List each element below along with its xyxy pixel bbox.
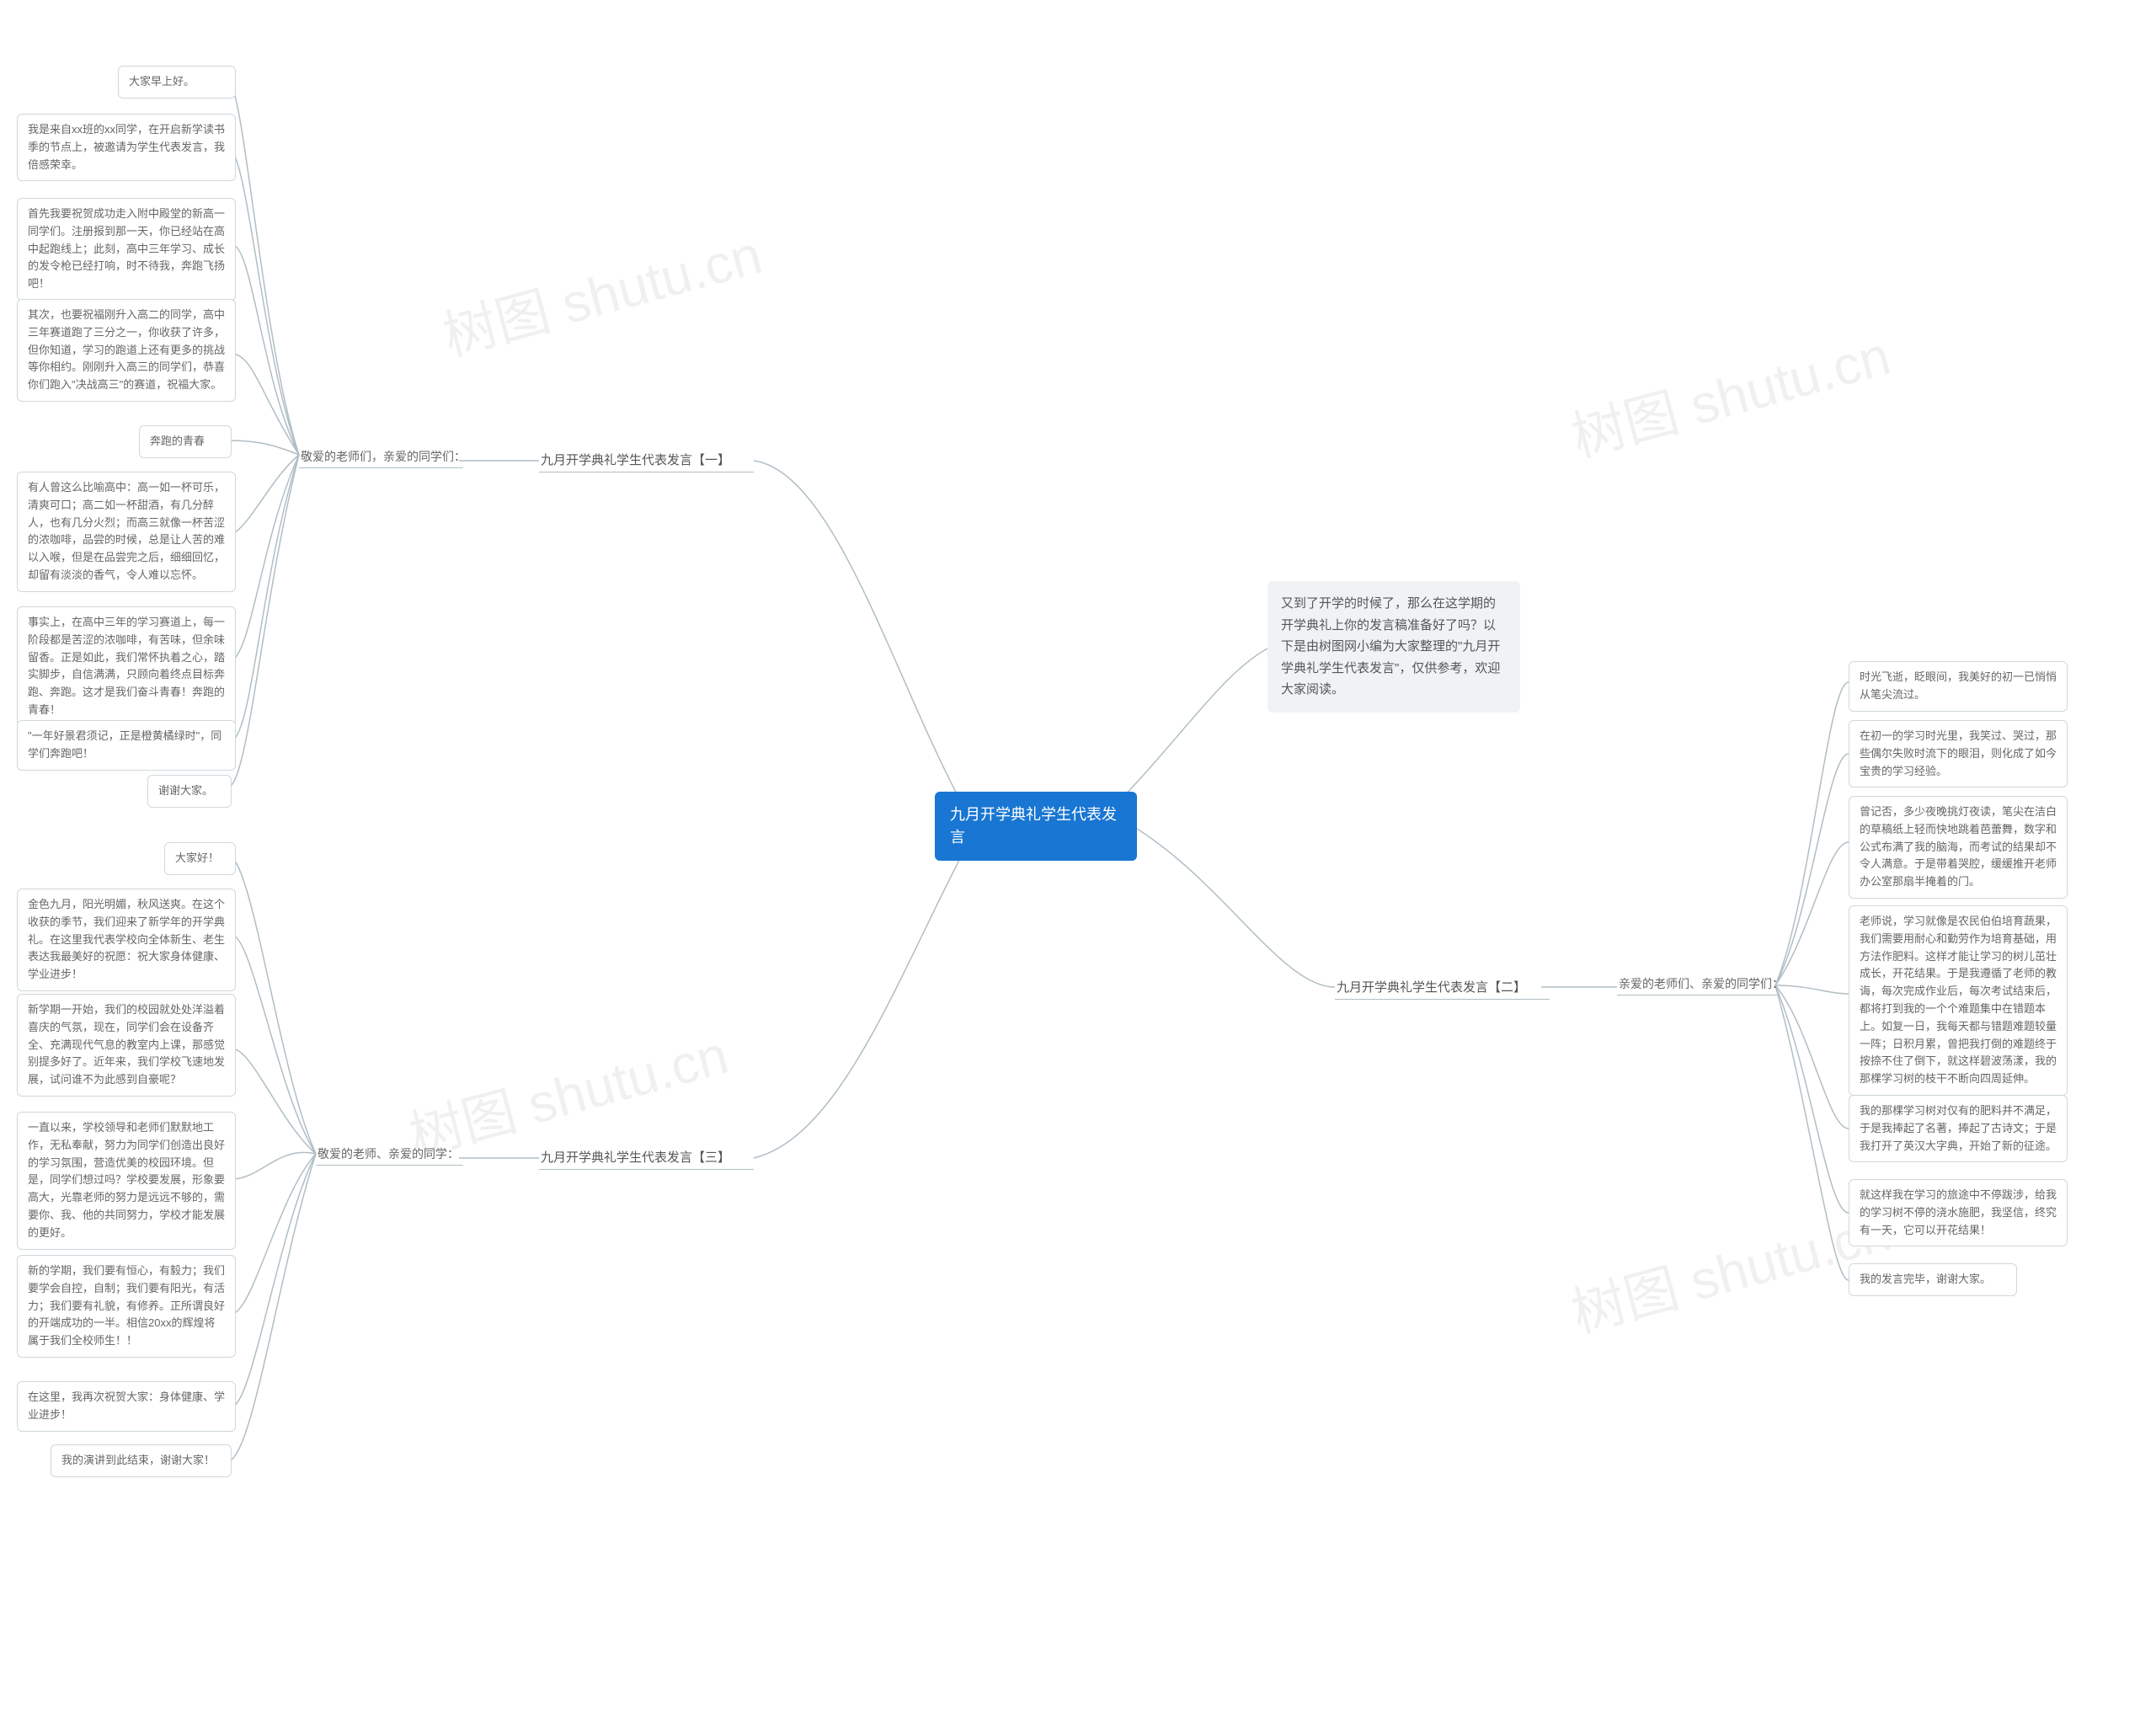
- branch-2-underline: [1335, 999, 1550, 1000]
- leaf-3-1: 金色九月，阳光明媚，秋风送爽。在这个收获的季节，我们迎来了新学年的开学典礼。在这…: [17, 889, 236, 991]
- leaf-2-0: 时光飞逝，眨眼间，我美好的初一已悄悄从笔尖流过。: [1849, 661, 2068, 712]
- watermark: 树图 shutu.cn: [1562, 312, 1897, 472]
- leaf-3-0: 大家好！: [164, 842, 236, 875]
- leaf-1-2: 首先我要祝贺成功走入附中殿堂的新高一同学们。注册报到那一天，你已经站在高中起跑线…: [17, 198, 236, 301]
- leaf-2-1: 在初一的学习时光里，我笑过、哭过，那些偶尔失败时流下的眼泪，则化成了如今宝贵的学…: [1849, 720, 2068, 787]
- leaf-3-4: 新的学期，我们要有恒心，有毅力；我们要学会自控，自制；我们要有阳光，有活力；我们…: [17, 1255, 236, 1358]
- leaf-1-8: 谢谢大家。: [147, 775, 232, 808]
- leaf-2-6: 我的发言完毕，谢谢大家。: [1849, 1263, 2017, 1296]
- leaf-1-4: 奔跑的青春: [139, 425, 232, 458]
- branch-3-title: 九月开学典礼学生代表发言【三】: [539, 1145, 732, 1172]
- branch-2-sub: 亲爱的老师们、亲爱的同学们：: [1617, 974, 1785, 995]
- leaf-3-6: 我的演讲到此结束，谢谢大家！: [51, 1444, 232, 1477]
- branch-1-title: 九月开学典礼学生代表发言【一】: [539, 448, 732, 474]
- branch-3-sub: 敬爱的老师、亲爱的同学：: [316, 1144, 461, 1165]
- leaf-2-2: 曾记否，多少夜晚挑灯夜读，笔尖在洁白的草稿纸上轻而快地跳着芭蕾舞，数字和公式布满…: [1849, 796, 2068, 899]
- leaf-1-3: 其次，也要祝福刚升入高二的同学，高中三年赛道跑了三分之一，你收获了许多，但你知道…: [17, 299, 236, 402]
- leaf-3-5: 在这里，我再次祝贺大家：身体健康、学业进步！: [17, 1381, 236, 1432]
- leaf-2-3: 老师说，学习就像是农民伯伯培育蔬果，我们需要用耐心和勤劳作为培育基础，用方法作肥…: [1849, 905, 2068, 1096]
- leaf-1-6: 事实上，在高中三年的学习赛道上，每一阶段都是苦涩的浓咖啡，有苦味，但余味留香。正…: [17, 606, 236, 727]
- leaf-1-7: "一年好景君须记，正是橙黄橘绿时"，同学们奔跑吧！: [17, 720, 236, 771]
- leaf-1-1: 我是来自xx班的xx同学，在开启新学读书季的节点上，被邀请为学生代表发言，我倍感…: [17, 114, 236, 181]
- center-node: 九月开学典礼学生代表发言: [935, 792, 1137, 861]
- leaf-3-3: 一直以来，学校领导和老师们默默地工作，无私奉献，努力为同学们创造出良好的学习氛围…: [17, 1112, 236, 1250]
- leaf-1-0: 大家早上好。: [118, 66, 236, 99]
- leaf-2-4: 我的那棵学习树对仅有的肥料并不满足，于是我捧起了名著，捧起了古诗文；于是我打开了…: [1849, 1095, 2068, 1162]
- branch-1-sub-underline: [299, 467, 463, 468]
- connectors: [0, 0, 2156, 1724]
- watermark: 树图 shutu.cn: [1562, 1188, 1897, 1348]
- branch-3-underline: [539, 1169, 754, 1170]
- leaf-1-5: 有人曾这么比喻高中：高一如一杯可乐，清爽可口；高二如一杯甜酒，有几分醉人，也有几…: [17, 472, 236, 592]
- branch-2-title: 九月开学典礼学生代表发言【二】: [1335, 975, 1528, 1001]
- intro-node: 又到了开学的时候了，那么在这学期的开学典礼上你的发言稿准备好了吗？以下是由树图网…: [1267, 581, 1520, 713]
- watermark: 树图 shutu.cn: [434, 211, 769, 371]
- branch-1-sub: 敬爱的老师们，亲爱的同学们：: [299, 446, 467, 467]
- leaf-2-5: 就这样我在学习的旅途中不停跋涉，给我的学习树不停的浇水施肥，我坚信，终究有一天，…: [1849, 1179, 2068, 1246]
- leaf-3-2: 新学期一开始，我们的校园就处处洋溢着喜庆的气氛，现在，同学们会在设备齐全、充满现…: [17, 994, 236, 1097]
- branch-3-sub-underline: [316, 1165, 463, 1166]
